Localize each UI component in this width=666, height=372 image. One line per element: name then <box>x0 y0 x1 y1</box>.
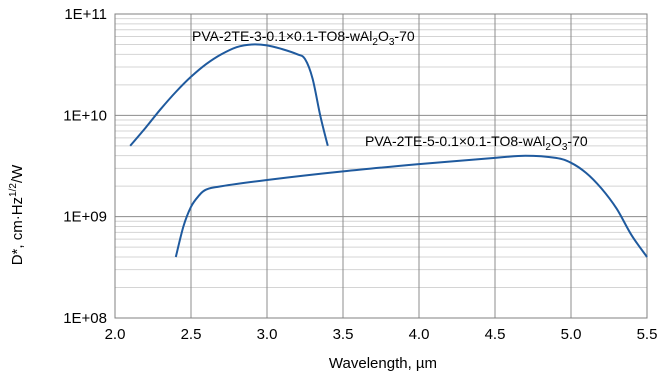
minor-grid <box>115 18 647 288</box>
y-axis-tick-labels: 1E+08 1E+09 1E+10 1E+11 <box>63 6 107 327</box>
x-tick-label: 5.5 <box>637 326 658 343</box>
y-axis-title: D*, cm·Hz1/2/W <box>8 164 26 265</box>
x-tick-label: 4.0 <box>409 326 430 343</box>
x-tick-label: 5.0 <box>561 326 582 343</box>
y-tick-label: 1E+11 <box>64 6 107 23</box>
x-axis-title: Wavelength, µm <box>329 355 437 372</box>
y-tick-label: 1E+10 <box>63 107 107 124</box>
y-tick-label: 1E+09 <box>63 209 107 226</box>
series-line-2 <box>174 154 648 258</box>
series-line-1 <box>129 43 329 147</box>
x-tick-label: 3.5 <box>333 326 354 343</box>
series-lines <box>129 43 648 258</box>
series-labels: PVA-2TE-3-0.1×0.1-TO8-wAl2O3-70 PVA-2TE-5… <box>192 28 588 153</box>
x-tick-label: 2.5 <box>181 326 202 343</box>
plot-area-border <box>114 13 648 319</box>
major-grid <box>114 13 648 319</box>
series-label-1: PVA-2TE-3-0.1×0.1-TO8-wAl2O3-70 <box>192 28 415 48</box>
x-axis-tick-labels: 2.0 2.5 3.0 3.5 4.0 4.5 5.0 5.5 <box>105 326 658 343</box>
x-tick-label: 4.5 <box>485 326 506 343</box>
series-label-2: PVA-2TE-5-0.1×0.1-TO8-wAl2O3-70 <box>365 133 588 153</box>
x-tick-label: 2.0 <box>105 326 126 343</box>
x-tick-label: 3.0 <box>257 326 278 343</box>
y-tick-label: 1E+08 <box>63 310 107 327</box>
